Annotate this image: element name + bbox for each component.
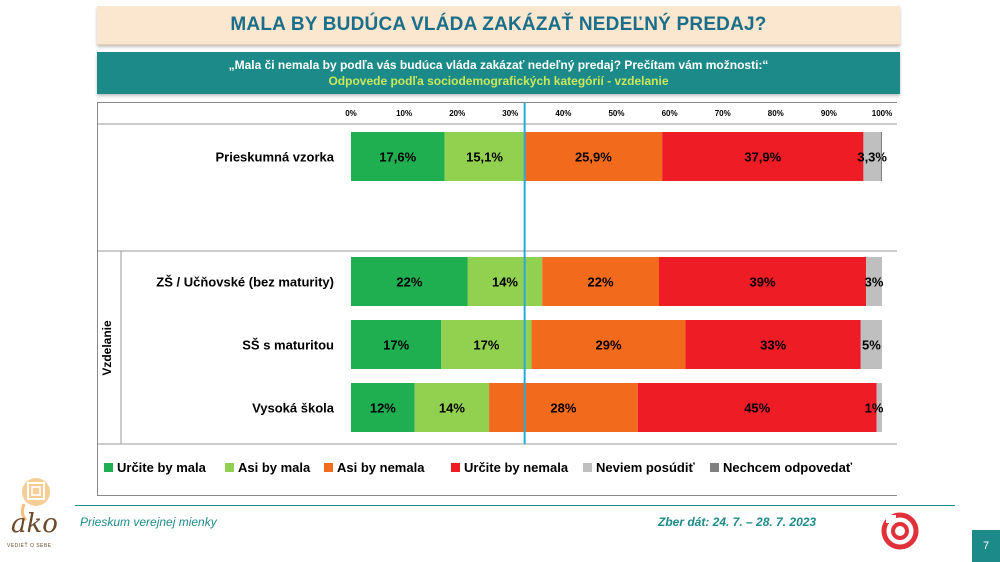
data-label: 33% [760, 338, 786, 353]
bar-segment [444, 132, 525, 181]
stacked-bar-chart: 0% 10% 20% 30% 40% 50% 60% 70% 80% 90% 100% Vzdelan… [98, 103, 897, 475]
bar-segment [860, 320, 882, 369]
legend-label: Asi by mala [238, 460, 311, 475]
x-tick-label: 10% [396, 109, 412, 118]
legend-swatch [324, 463, 333, 472]
bar-segment [351, 383, 415, 432]
x-tick-label: 40% [555, 109, 571, 118]
footer-divider [75, 505, 955, 506]
data-label: 37,9% [744, 150, 781, 165]
data-label: 5% [862, 338, 881, 353]
legend-swatch [104, 463, 113, 472]
category-label: SŠ s maturitou [242, 338, 334, 353]
bar-segment [524, 132, 663, 181]
bar-segment [880, 132, 882, 181]
x-tick-label: 0% [345, 109, 357, 118]
data-label: 17% [383, 338, 409, 353]
x-tick-label: 50% [608, 109, 624, 118]
bar-segment [876, 383, 882, 432]
data-label: 29% [596, 338, 622, 353]
x-tick-label: 60% [662, 109, 678, 118]
data-label: 14% [492, 275, 518, 290]
bar-segment [863, 132, 881, 181]
bar-segment [467, 257, 543, 306]
x-tick-label: 90% [821, 109, 837, 118]
legend-label: Neviem posúdiť [596, 460, 695, 475]
survey-question: „Mala či nemala by podľa vás budúca vlád… [228, 58, 769, 72]
bar-segment [489, 383, 638, 432]
page-title: MALA BY BUDÚCA VLÁDA ZAKÁZAŤ NEDEĽNÝ PRE… [230, 14, 767, 35]
data-label: 12% [370, 401, 396, 416]
legend-label: Asi by nemala [337, 460, 425, 475]
footer-collection-dates: Zber dát: 24. 7. – 28. 7. 2023 [658, 515, 817, 529]
bar-segment [662, 132, 864, 181]
group-label: Vzdelanie [100, 320, 114, 376]
data-label: 14% [439, 401, 465, 416]
category-label: Prieskumná vzorka [215, 150, 334, 165]
footer-survey-label: Prieskum verejnej mienky [80, 515, 217, 529]
bar-segment [351, 320, 442, 369]
bar-segment [441, 320, 532, 369]
data-label: 17% [473, 338, 499, 353]
x-tick-label: 80% [768, 109, 784, 118]
question-banner: „Mala či nemala by podľa vás budúca vlád… [97, 52, 900, 94]
data-label: 28% [550, 401, 576, 416]
bar-segment [866, 257, 882, 306]
x-tick-label: 70% [715, 109, 731, 118]
ako-logo-text: ako [11, 509, 58, 539]
legend-label: Nechcem odpovedať [723, 460, 853, 475]
legend-label: Určite by mala [117, 460, 207, 475]
category-label: ZŠ / Učňovské (bez maturity) [156, 275, 334, 290]
bar-segment [351, 257, 468, 306]
legend-label: Určite by nemala [464, 460, 569, 475]
bar-segment [531, 320, 686, 369]
ako-logo-tagline: VEDIEŤ O SEBE [7, 543, 52, 549]
legend-swatch [583, 463, 592, 472]
bar-segment [685, 320, 861, 369]
page-number: 7 [972, 530, 1000, 562]
category-label: Vysoká škola [252, 401, 335, 416]
ring-logo-icon [881, 512, 919, 550]
data-label: 15,1% [466, 150, 503, 165]
data-label: 3,3% [857, 150, 887, 165]
data-label: 22% [588, 275, 614, 290]
data-label: 17,6% [379, 150, 416, 165]
x-tick-label: 100% [872, 109, 892, 118]
data-label: 3% [865, 275, 884, 290]
bar-segment [414, 383, 490, 432]
bar-segment [351, 132, 445, 181]
legend-swatch [225, 463, 234, 472]
data-label: 22% [396, 275, 422, 290]
bar-segment [658, 257, 867, 306]
ako-logo-icon [20, 478, 50, 522]
data-label: 1% [865, 401, 884, 416]
x-tick-label: 30% [502, 109, 518, 118]
bar-segment [637, 383, 877, 432]
x-tick-label: 20% [449, 109, 465, 118]
legend-swatch [710, 463, 719, 472]
bar-segment [542, 257, 659, 306]
title-banner: MALA BY BUDÚCA VLÁDA ZAKÁZAŤ NEDEĽNÝ PRE… [97, 6, 900, 45]
chart-subtitle: Odpovede podľa sociodemografických kateg… [328, 74, 669, 88]
data-label: 39% [750, 275, 776, 290]
legend-swatch [451, 463, 460, 472]
chart-frame: 0% 10% 20% 30% 40% 50% 60% 70% 80% 90% 100% Vzdelan… [97, 102, 897, 496]
data-label: 45% [744, 401, 770, 416]
data-label: 25,9% [575, 150, 612, 165]
